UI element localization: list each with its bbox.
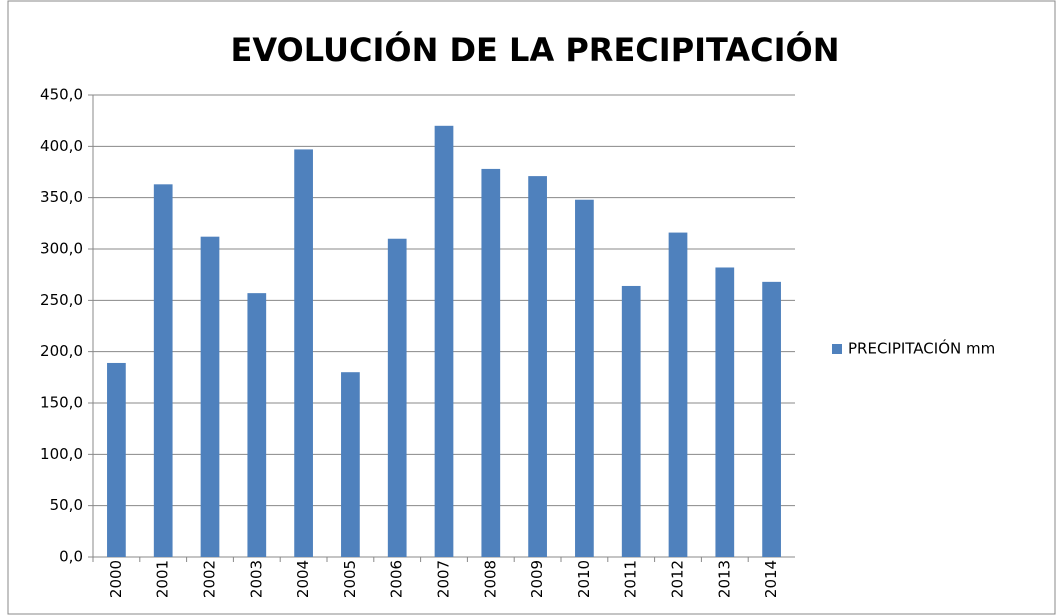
x-tick-label: 2005 bbox=[341, 560, 359, 598]
y-tick-label: 350,0 bbox=[40, 188, 83, 206]
x-tick-label: 2008 bbox=[481, 560, 499, 598]
x-tick-label: 2007 bbox=[435, 560, 453, 598]
y-tick-label: 0,0 bbox=[59, 548, 83, 566]
y-tick-label: 100,0 bbox=[40, 445, 83, 463]
bar bbox=[668, 232, 688, 557]
bar bbox=[621, 285, 641, 557]
y-tick-label: 50,0 bbox=[50, 496, 83, 514]
bar bbox=[107, 362, 126, 557]
x-tick-label: 2006 bbox=[388, 560, 406, 598]
bar bbox=[247, 293, 267, 557]
x-tick-label: 2003 bbox=[247, 560, 265, 598]
y-tick-label: 150,0 bbox=[40, 394, 83, 412]
x-tick-label: 2011 bbox=[622, 560, 640, 598]
y-tick-label: 450,0 bbox=[40, 86, 83, 104]
x-tick-label: 2012 bbox=[669, 560, 687, 598]
y-tick-label: 300,0 bbox=[40, 240, 83, 258]
legend-swatch bbox=[832, 344, 842, 354]
y-tick-label: 250,0 bbox=[40, 291, 83, 309]
bar bbox=[762, 281, 781, 557]
bar bbox=[341, 372, 360, 557]
bar bbox=[528, 176, 547, 557]
x-tick-label: 2010 bbox=[575, 560, 593, 598]
bar bbox=[481, 168, 501, 558]
bar bbox=[200, 236, 220, 557]
x-tick-label: 2001 bbox=[154, 560, 172, 598]
x-tick-label: 2013 bbox=[715, 560, 733, 598]
bar bbox=[387, 238, 407, 557]
bar bbox=[294, 149, 313, 557]
x-tick-label: 2004 bbox=[294, 560, 312, 598]
legend-label: PRECIPITACIÓN mm bbox=[848, 339, 995, 358]
x-tick-label: 2000 bbox=[107, 560, 125, 598]
chart-title: EVOLUCIÓN DE LA PRECIPITACIÓN bbox=[230, 30, 839, 69]
bar bbox=[153, 184, 173, 557]
bar bbox=[715, 267, 735, 557]
x-tick-label: 2002 bbox=[201, 560, 219, 598]
bar bbox=[575, 199, 594, 557]
x-tick-label: 2009 bbox=[528, 560, 546, 598]
y-tick-label: 400,0 bbox=[40, 137, 83, 155]
bar bbox=[434, 125, 454, 558]
x-tick-label: 2014 bbox=[762, 560, 780, 598]
y-tick-label: 200,0 bbox=[40, 342, 83, 360]
